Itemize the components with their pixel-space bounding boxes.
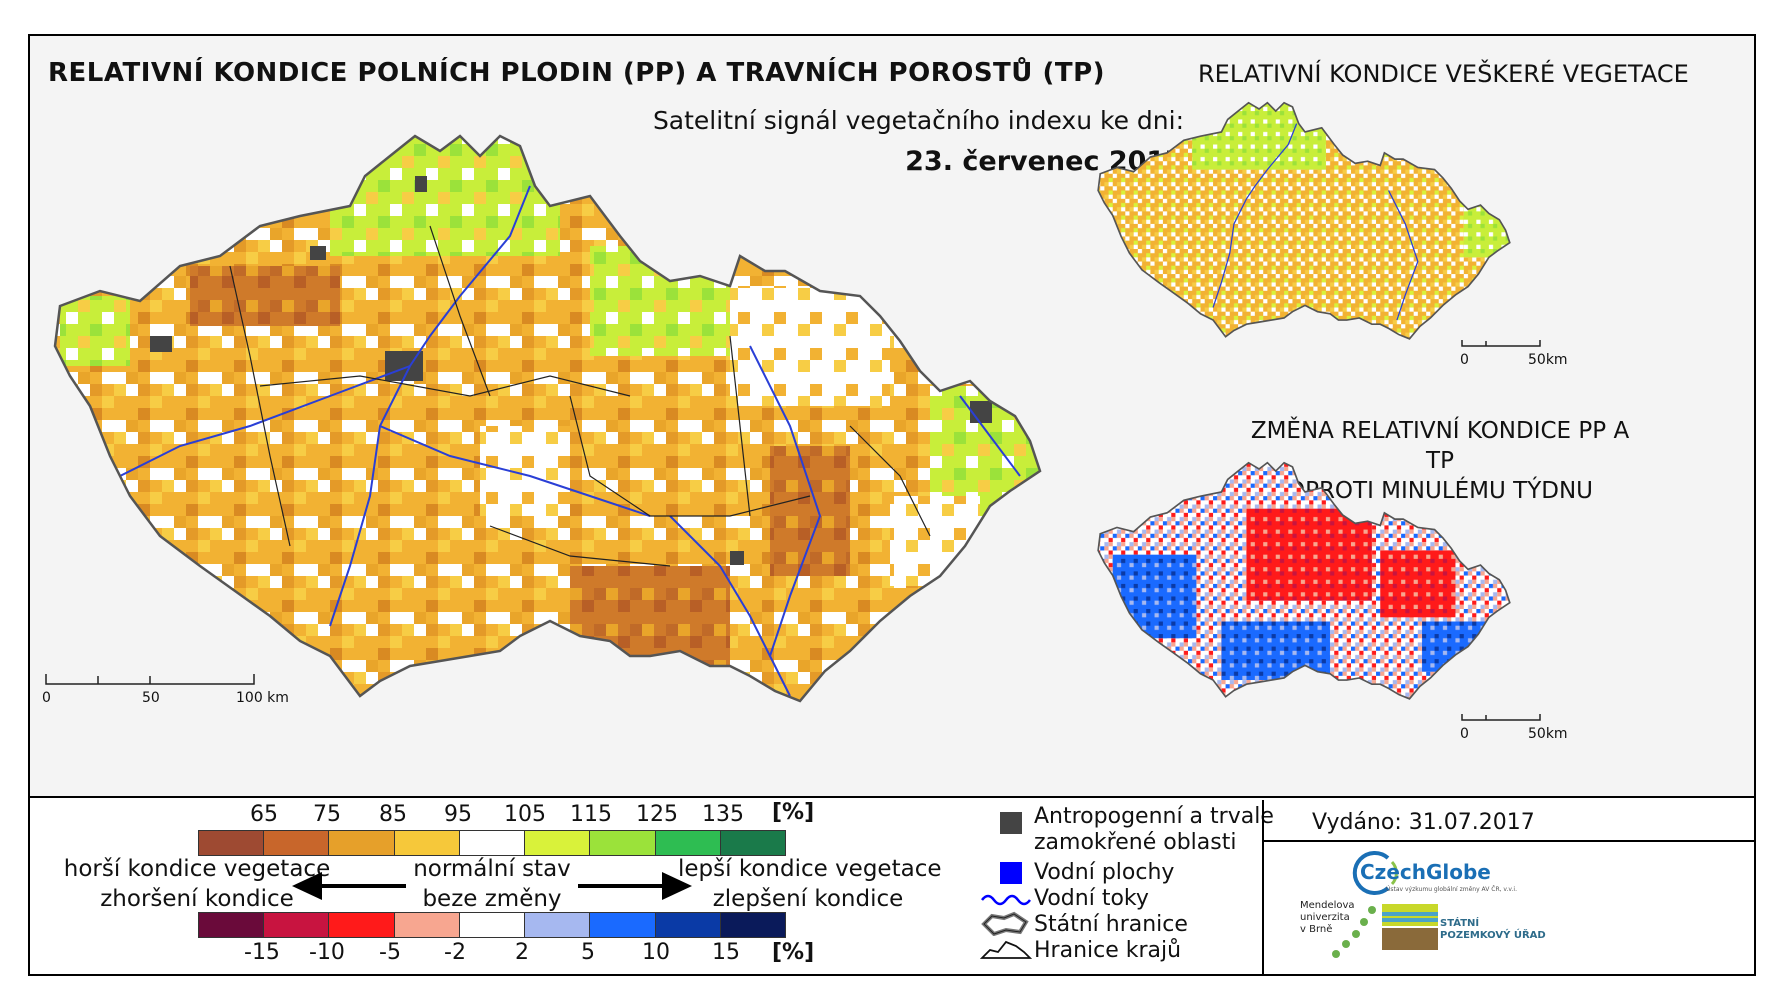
better-arrow bbox=[578, 872, 692, 900]
svg-text:0: 0 bbox=[42, 690, 51, 706]
river-label: Vodní toky bbox=[1034, 886, 1149, 911]
change-swatch bbox=[525, 913, 591, 937]
change-map-title: ZMĚNA RELATIVNÍ KONDICE PP A TP OPROTI M… bbox=[1250, 418, 1630, 504]
svg-text:50km: 50km bbox=[1528, 352, 1568, 368]
subtitle: Satelitní signál vegetačního indexu ke d… bbox=[652, 106, 1184, 135]
condition-swatch bbox=[720, 831, 785, 855]
change-swatch bbox=[394, 913, 460, 937]
condition-color-bar bbox=[198, 830, 786, 856]
svg-text:50km: 50km bbox=[1528, 726, 1568, 742]
water-swatch bbox=[1000, 862, 1022, 884]
condition-swatch bbox=[590, 831, 656, 855]
condition-swatch bbox=[459, 831, 526, 855]
change-color-bar bbox=[198, 912, 786, 938]
issued-date: Vydáno: 31.07.2017 bbox=[1312, 810, 1535, 835]
svg-text:0: 0 bbox=[1460, 726, 1469, 742]
condition-swatch bbox=[394, 831, 460, 855]
anthropogenic-swatch bbox=[1000, 812, 1022, 834]
main-scale-bar: 0 50 100 km bbox=[42, 674, 289, 706]
normal-label: normální stav bbox=[413, 856, 571, 882]
vegetation-map bbox=[1097, 101, 1511, 340]
condition-swatch bbox=[655, 831, 721, 855]
region-border-icon bbox=[980, 940, 1032, 959]
better-label: lepší kondice vegetace bbox=[678, 856, 942, 882]
condition-ticks: 65 75 85 95 105 115 125 135 [%] bbox=[250, 800, 815, 827]
main-map: 0 50 100 km bbox=[42, 134, 1042, 706]
anthropogenic-label: Antropogenní a trvale zamokřené oblasti bbox=[1034, 804, 1274, 855]
czechglobe-subtitle: Ústav výzkumu globální změny AV ČR, v.v.… bbox=[1386, 886, 1517, 893]
spu-logo-icon bbox=[1382, 904, 1438, 950]
change-swatch bbox=[459, 913, 526, 937]
change-swatch bbox=[720, 913, 785, 937]
change-swatch bbox=[264, 913, 330, 937]
change-ticks: -15 -10 -5 -2 2 5 10 15 [%] bbox=[244, 940, 815, 965]
change-swatch bbox=[655, 913, 721, 937]
rivers bbox=[119, 185, 1021, 697]
change-swatch bbox=[329, 913, 395, 937]
separator bbox=[1262, 800, 1264, 974]
svg-text:50: 50 bbox=[142, 690, 160, 706]
map-frame: RELATIVNÍ KONDICE POLNÍCH PLODIN (PP) A … bbox=[28, 34, 1756, 976]
worse-label: horší kondice vegetace bbox=[63, 856, 331, 882]
change-swatch bbox=[590, 913, 656, 937]
condition-swatch bbox=[525, 831, 591, 855]
change-map bbox=[1097, 461, 1511, 700]
condition-swatch bbox=[199, 831, 265, 855]
vegetation-map-scale-bar: 0 50km bbox=[1460, 340, 1568, 368]
mendel-logo-icon bbox=[1332, 906, 1376, 958]
worse-arrow bbox=[292, 872, 406, 900]
map-panel: RELATIVNÍ KONDICE POLNÍCH PLODIN (PP) A … bbox=[30, 36, 1754, 798]
state-border-icon bbox=[981, 911, 1029, 936]
legend-panel: 65 75 85 95 105 115 125 135 [%] horší ko… bbox=[30, 800, 1754, 974]
czechglobe-logo: CzechGlobe bbox=[1360, 860, 1491, 884]
svg-text:0: 0 bbox=[1460, 352, 1469, 368]
mendel-logo-text: Mendelova univerzita v Brně bbox=[1300, 900, 1355, 935]
state-border-label: Státní hranice bbox=[1034, 912, 1188, 937]
region-border-label: Hranice krajů bbox=[1034, 938, 1182, 963]
change-swatch bbox=[199, 913, 265, 937]
river-icon bbox=[981, 894, 1031, 906]
condition-swatch bbox=[329, 831, 395, 855]
vegetation-map-title: RELATIVNÍ KONDICE VEŠKERÉ VEGETACE bbox=[1198, 60, 1689, 88]
region-borders bbox=[229, 225, 931, 567]
svg-text:100 km: 100 km bbox=[236, 690, 289, 706]
change-map-scale-bar: 0 50km bbox=[1460, 714, 1568, 742]
spu-logo-text: STÁTNÍ POZEMKOVÝ ÚŘAD bbox=[1440, 918, 1546, 941]
water-label: Vodní plochy bbox=[1034, 860, 1175, 885]
worse-change-label: zhoršení kondice bbox=[100, 886, 294, 912]
normal-change-label: beze změny bbox=[422, 886, 562, 912]
separator-issued bbox=[1262, 840, 1754, 842]
main-title: RELATIVNÍ KONDICE POLNÍCH PLODIN (PP) A … bbox=[48, 58, 1106, 88]
condition-swatch bbox=[264, 831, 330, 855]
czechglobe-logo-icon bbox=[1352, 851, 1398, 895]
better-change-label: zlepšení kondice bbox=[712, 886, 904, 912]
